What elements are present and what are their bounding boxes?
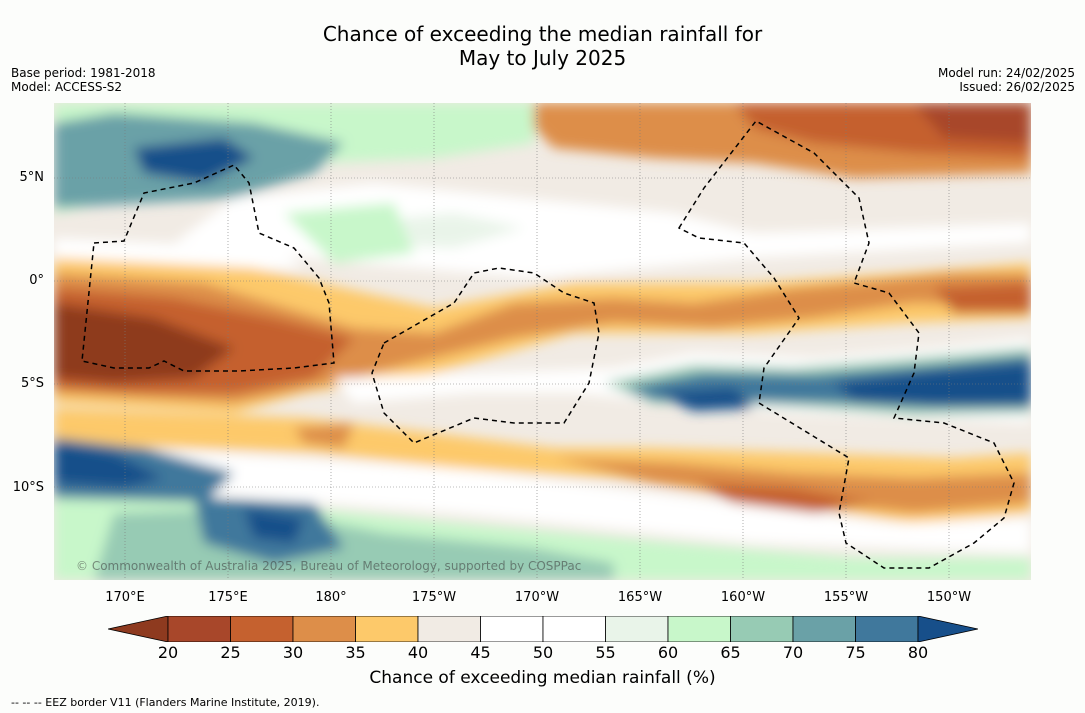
wet-core-south-1 — [654, 388, 754, 411]
lon-label-170W: 170°W — [514, 590, 560, 605]
colorbar-cell — [292, 616, 356, 642]
wet-core-south-2 — [834, 363, 1031, 405]
colorbar-tick-label: 65 — [720, 643, 741, 662]
colorbar-cell — [605, 616, 669, 642]
colorbar-cell — [167, 616, 231, 642]
lon-label-160W: 160°W — [720, 590, 766, 605]
colorbar-cell — [667, 616, 731, 642]
model-name: Model: ACCESS-S2 — [11, 80, 123, 94]
lon-label-180: 180° — [315, 590, 347, 605]
lat-label-5N: 5°N — [19, 170, 45, 185]
lon-label-175E: 175°E — [208, 590, 248, 605]
wet-patch-center — [284, 203, 414, 263]
chart-title-line2: May to July 2025 — [458, 46, 627, 70]
colorbar-tick-label: 70 — [782, 643, 804, 662]
lat-label-10S: 10°S — [12, 480, 44, 495]
colorbar-cell — [730, 616, 794, 642]
neutral-band-bottom — [54, 443, 1031, 553]
colorbar-cell — [417, 616, 481, 642]
dry-core-south — [694, 483, 874, 513]
lon-label-155W: 155°W — [823, 590, 869, 605]
eez-border-central — [371, 267, 600, 444]
dry-region-top-darkest — [914, 103, 1031, 143]
colorbar-tick-label: 45 — [470, 643, 491, 662]
dry-band-south-orange — [554, 458, 1031, 513]
colorbar-cell — [792, 616, 856, 642]
lon-label-165W: 165°W — [617, 590, 663, 605]
issued-date: Issued: 26/02/2025 — [959, 80, 1075, 94]
rainfall-map: © Commonwealth of Australia 2025, Bureau… — [54, 103, 1031, 580]
colorbar-cell — [230, 616, 294, 642]
colorbar — [108, 616, 978, 642]
eez-border-east — [677, 120, 1015, 569]
colorbar-tick-label: 80 — [907, 643, 929, 662]
colorbar-cell — [480, 616, 544, 642]
meta-right: Model run: 24/02/2025 Issued: 26/02/2025 — [938, 66, 1075, 94]
map-credit: © Commonwealth of Australia 2025, Bureau… — [76, 559, 581, 573]
wet-region-bottom-blue — [244, 508, 304, 543]
meta-left: Base period: 1981-2018 Model: ACCESS-S2 — [11, 66, 156, 94]
colorbar-arrow-low — [108, 616, 169, 642]
dry-patch-east — [934, 283, 1031, 313]
colorbar-cell — [542, 616, 606, 642]
colorbar-cell — [355, 616, 419, 642]
colorbar-tick-label: 55 — [595, 643, 616, 662]
map-fill: © Commonwealth of Australia 2025, Bureau… — [54, 103, 1031, 580]
chart-title-line1: Chance of exceeding the median rainfall … — [322, 22, 763, 46]
eez-border-west — [81, 164, 335, 372]
eez-legend-note: -- -- -- EEZ border V11 (Flanders Marine… — [11, 696, 320, 709]
colorbar-title: Chance of exceeding median rainfall (%) — [369, 668, 716, 688]
colorbar-tick-label: 30 — [282, 643, 304, 662]
model-run: Model run: 24/02/2025 — [937, 66, 1075, 80]
dry-patch-southwest — [294, 423, 354, 448]
wet-region-southwest-blue — [54, 443, 164, 488]
lon-label-170E: 170°E — [105, 590, 145, 605]
lon-label-150W: 150°W — [926, 590, 972, 605]
colorbar-tick-label: 20 — [157, 643, 179, 662]
lat-label-5S: 5°S — [20, 376, 44, 391]
colorbar-tick-label: 50 — [532, 643, 554, 662]
colorbar-tick-label: 40 — [407, 643, 429, 662]
wet-region-top-blue — [134, 138, 254, 183]
colorbar-cells — [108, 616, 978, 642]
graticule — [54, 103, 1031, 580]
colorbar-tick-label: 25 — [220, 643, 241, 662]
probability-field — [54, 103, 1031, 580]
lat-label-0: 0° — [29, 273, 44, 288]
colorbar-cell — [855, 616, 919, 642]
eez-borders — [81, 120, 1015, 569]
colorbar-arrow-high — [917, 616, 978, 642]
lon-label-175W: 175°W — [411, 590, 457, 605]
colorbar-tick-label: 35 — [345, 643, 366, 662]
colorbar-tick-label: 60 — [657, 643, 679, 662]
base-period: Base period: 1981-2018 — [11, 66, 156, 80]
colorbar-tick-label: 75 — [845, 643, 866, 662]
dry-core-west-deep — [54, 303, 234, 383]
